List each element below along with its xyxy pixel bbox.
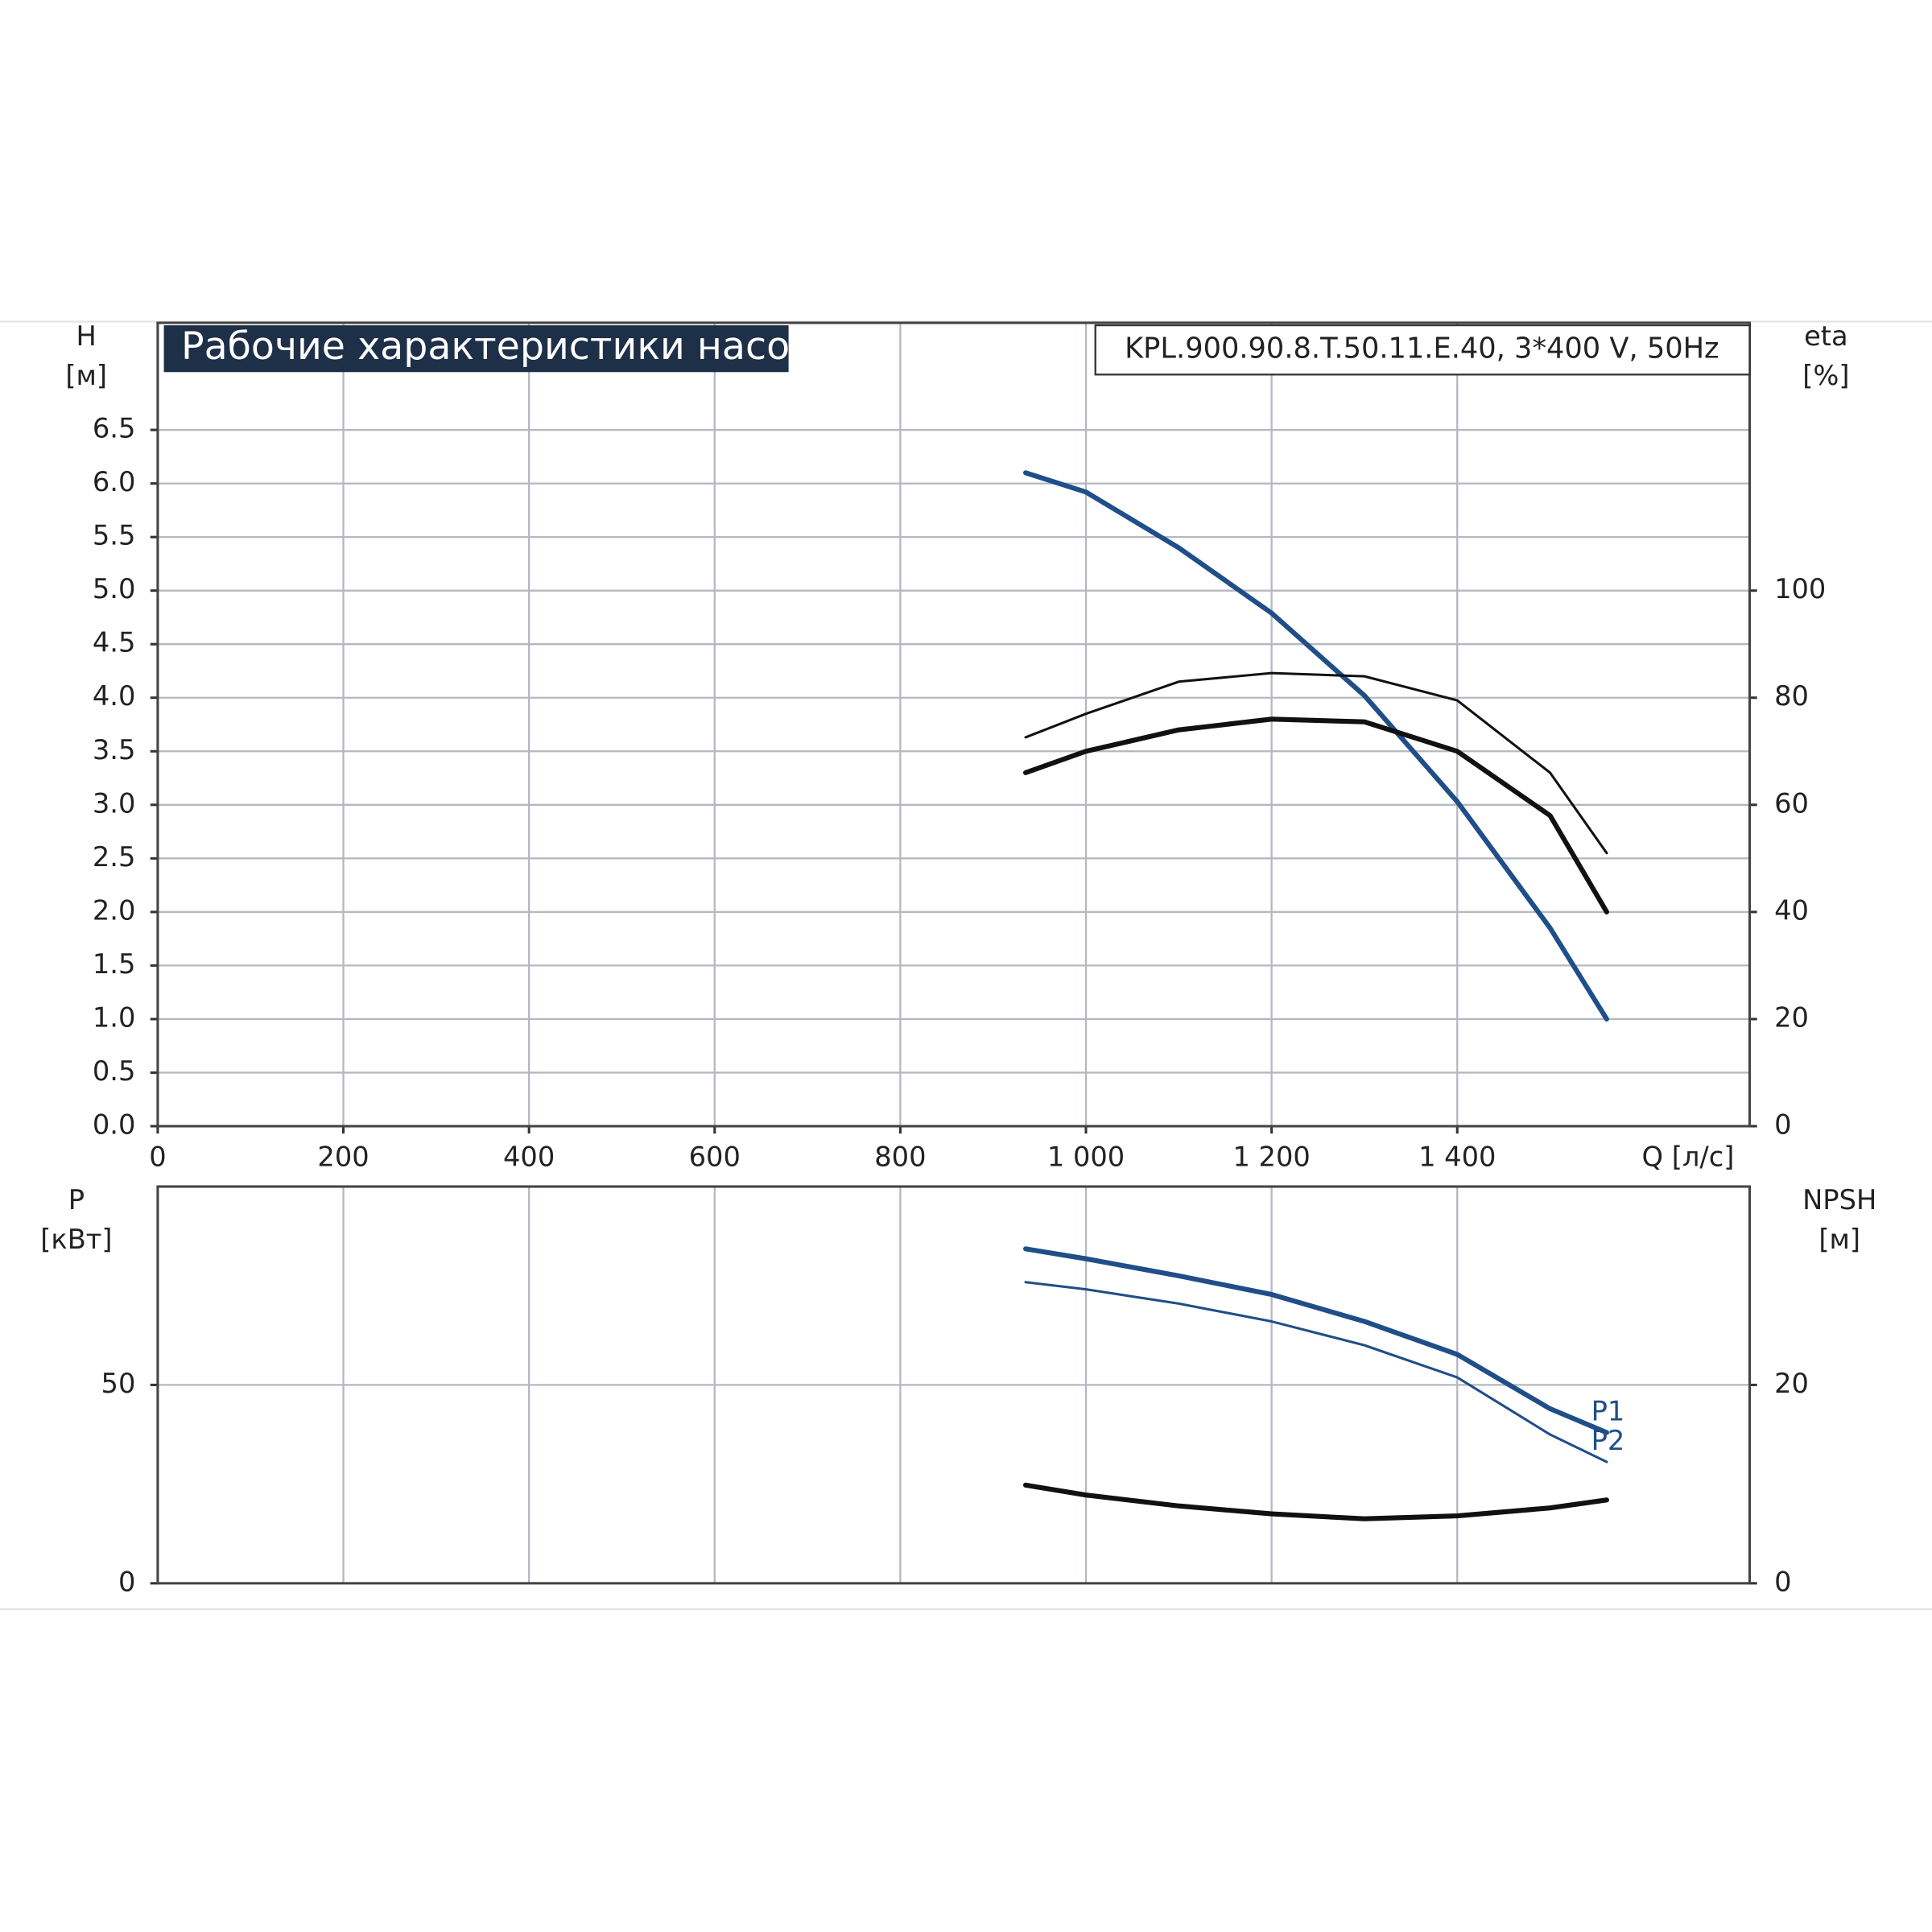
series-label: P2 xyxy=(1591,1425,1625,1456)
x-tick-label: 1 200 xyxy=(1232,1141,1310,1172)
series-line xyxy=(1024,671,1608,855)
x-tick-label: 1 000 xyxy=(1047,1141,1125,1172)
x-tick-label: 800 xyxy=(874,1141,926,1172)
series-line xyxy=(1022,1246,1609,1435)
x-tick-label: 600 xyxy=(689,1141,741,1172)
y-tick-label: 4.5 xyxy=(93,627,136,658)
x-axis-label: Q [л/с] xyxy=(1642,1141,1735,1172)
y-tick-label: 6.0 xyxy=(93,466,136,497)
subtitle-box xyxy=(1094,324,1751,376)
y2-tick-label: 0 xyxy=(1774,1566,1791,1597)
y-axis-label: [м] xyxy=(65,360,107,391)
y-tick-label: 0.0 xyxy=(93,1108,136,1140)
y2-axis-label: [%] xyxy=(1802,360,1849,391)
chart-title: Рабочие характеристики насоса xyxy=(181,324,834,369)
y-tick-label: 2.5 xyxy=(93,841,136,873)
x-tick-label: 200 xyxy=(317,1141,369,1172)
subtitle: KPL.900.90.8.T.50.11.E.40, 3*400 V, 50Hz xyxy=(1125,332,1719,365)
y2-axis-label: [м] xyxy=(1818,1224,1860,1255)
title-box xyxy=(163,325,789,373)
y2-tick-label: 80 xyxy=(1774,680,1809,712)
y2-tick-label: 20 xyxy=(1774,1368,1809,1399)
y2-axis-label: eta xyxy=(1804,320,1848,352)
y-axis-label: H xyxy=(76,320,96,352)
y-axis-label: P xyxy=(68,1184,85,1216)
y2-tick-label: 40 xyxy=(1774,894,1809,926)
x-tick-label: 400 xyxy=(503,1141,555,1172)
y-tick-label: 6.5 xyxy=(93,413,136,444)
y-tick-label: 50 xyxy=(101,1368,136,1399)
x-tick-label: 1 400 xyxy=(1418,1141,1496,1172)
y-tick-label: 5.0 xyxy=(93,573,136,605)
y2-axis-label: NPSH xyxy=(1802,1184,1876,1216)
plots: 0 200 400 600 800 1 000 1 200 1 4000.00.51.01.5… xyxy=(40,320,1876,1597)
y-tick-label: 1.0 xyxy=(93,1001,136,1033)
series-line xyxy=(1022,470,1609,1022)
y-axis-label: [кВт] xyxy=(40,1224,112,1255)
y2-tick-label: 100 xyxy=(1774,573,1826,605)
y-tick-label: 0 xyxy=(118,1566,135,1597)
series-line xyxy=(1022,1482,1609,1521)
series-line xyxy=(1024,1281,1608,1463)
y2-tick-label: 60 xyxy=(1774,787,1809,819)
series-label: P1 xyxy=(1591,1396,1625,1427)
y2-tick-label: 20 xyxy=(1774,1001,1809,1033)
y-tick-label: 2.0 xyxy=(93,894,136,926)
y-tick-label: 0.5 xyxy=(93,1055,136,1087)
y-tick-label: 5.5 xyxy=(93,520,136,551)
y2-tick-label: 0 xyxy=(1774,1108,1791,1140)
plot-frame xyxy=(156,321,1751,1128)
y-tick-label: 1.5 xyxy=(93,948,136,980)
y-tick-label: 3.5 xyxy=(93,734,136,766)
plot-frame xyxy=(156,1185,1751,1585)
y-tick-label: 3.0 xyxy=(93,787,136,819)
series-line xyxy=(1022,716,1609,914)
x-tick-label: 0 xyxy=(149,1141,166,1172)
y-tick-label: 4.0 xyxy=(93,680,136,712)
